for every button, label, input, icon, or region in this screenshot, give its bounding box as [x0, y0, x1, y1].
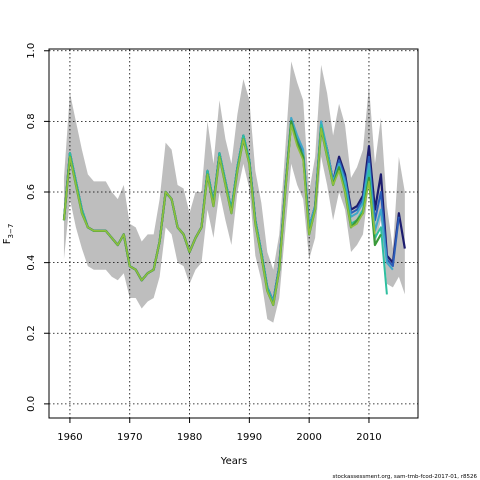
- x-tick-label: 1960: [57, 432, 82, 443]
- x-tick-label: 1970: [117, 432, 142, 443]
- y-tick-label: 0.0: [26, 396, 37, 412]
- y-axis-title: F3−7: [2, 224, 15, 245]
- x-tick-label: 2010: [356, 432, 381, 443]
- y-tick-label: 1.0: [26, 43, 37, 59]
- credit-text: stockassessment.org, sam-tmb-fcod-2017-0…: [333, 474, 478, 480]
- series-layer: [62, 116, 406, 307]
- x-axis: 1960 1970 1980 1990 2000 2010: [57, 418, 382, 443]
- y-axis-title-main: F: [2, 238, 13, 244]
- plot-frame: [48, 48, 419, 419]
- y-tick-label: 0.6: [26, 184, 37, 200]
- y-tick-label: 0.4: [26, 255, 37, 271]
- x-tick-label: 1990: [237, 432, 262, 443]
- y-axis: 0.0 0.2 0.4 0.6 0.8 1.0: [26, 43, 49, 412]
- x-axis-title: Years: [220, 456, 247, 467]
- series-line-6: [63, 124, 376, 306]
- x-tick-label: 1980: [177, 432, 202, 443]
- y-tick-label: 0.2: [26, 325, 37, 341]
- x-tick-label: 2000: [296, 432, 321, 443]
- y-tick-label: 0.8: [26, 113, 37, 129]
- y-axis-title-subscript: 3−7: [7, 224, 15, 239]
